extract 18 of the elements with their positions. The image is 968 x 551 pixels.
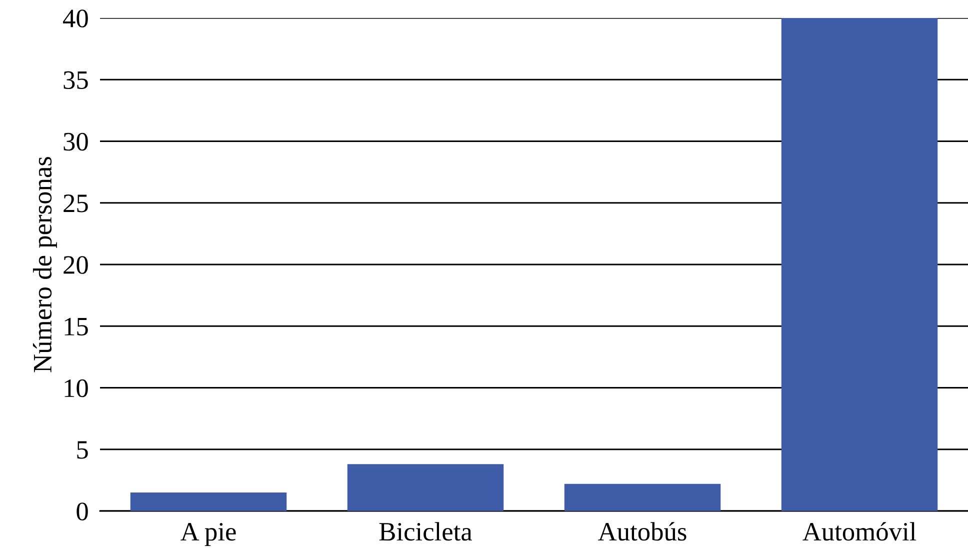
x-tick-label: A pie [180, 522, 236, 546]
bar [781, 18, 938, 511]
x-tick-label: Automóvil [802, 522, 916, 541]
bar [564, 484, 721, 511]
y-tick-label: 20 [64, 256, 88, 274]
x-tick-label: Bicicleta [379, 522, 472, 541]
y-tick-label: 30 [64, 132, 88, 151]
x-tick-label: Autobús [598, 522, 686, 541]
bar [347, 464, 504, 511]
y-axis-title: Número de personas [32, 157, 57, 372]
bar [130, 492, 287, 511]
y-tick-label: 25 [64, 194, 88, 212]
y-tick-label: 40 [63, 10, 88, 28]
y-tick-label: 0 [76, 502, 88, 520]
y-tick-label: 15 [64, 318, 88, 336]
y-tick-label: 35 [64, 71, 88, 90]
y-tick-label: 5 [77, 441, 88, 459]
y-tick-label: 10 [64, 379, 88, 398]
